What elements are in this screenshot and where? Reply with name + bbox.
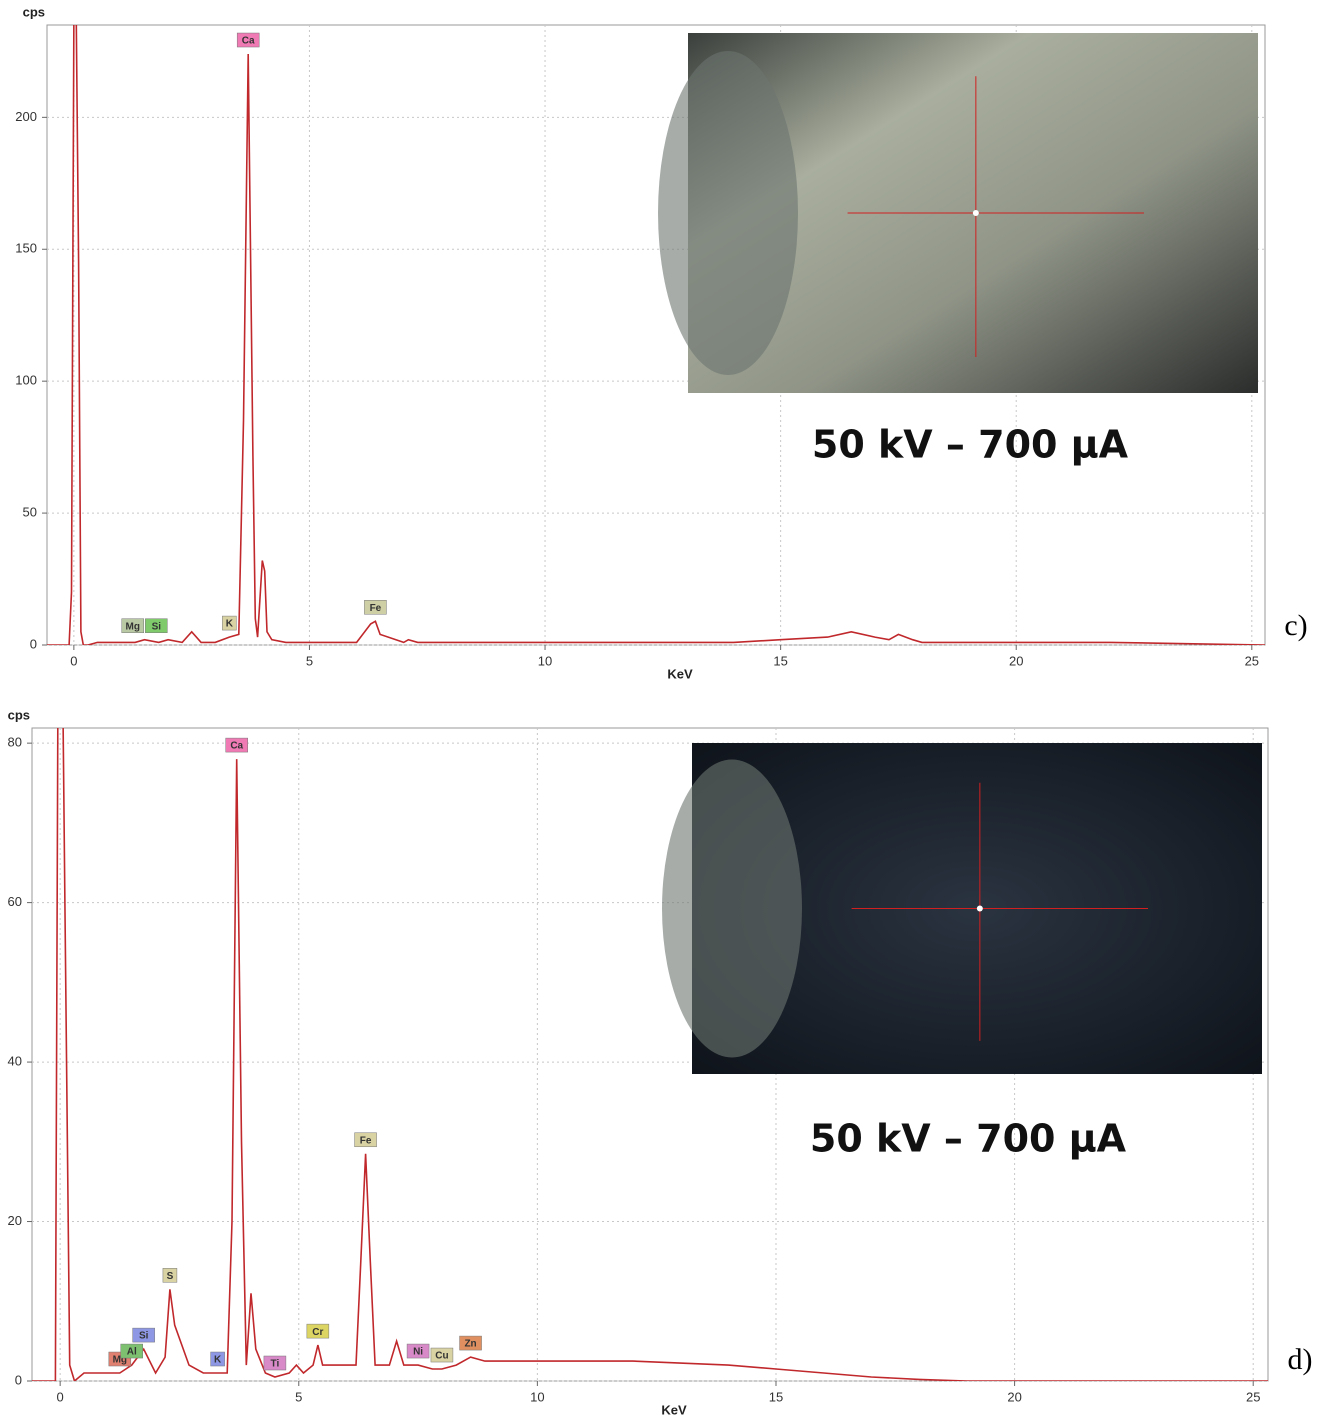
peak-label: Si — [152, 621, 162, 632]
x-tick-label: 15 — [769, 1389, 783, 1404]
y-tick-label: 50 — [23, 505, 37, 520]
y-tick-label: 100 — [15, 373, 37, 388]
y-tick-label: 0 — [15, 1372, 22, 1387]
inset-caption: 50 kV – 700 µA — [812, 423, 1129, 467]
peak-label: Cr — [312, 1327, 323, 1338]
y-tick-label: 20 — [8, 1213, 22, 1228]
inset-lens — [658, 51, 798, 375]
peak-label: Ti — [271, 1359, 280, 1370]
x-tick-label: 20 — [1007, 1389, 1021, 1404]
y-axis-label: cps — [8, 707, 30, 722]
x-tick-label: 5 — [295, 1389, 302, 1404]
peak-label: Ni — [413, 1347, 423, 1358]
y-tick-label: 200 — [15, 109, 37, 124]
peak-label: K — [226, 619, 234, 630]
x-tick-label: 10 — [530, 1389, 544, 1404]
peak-label: K — [214, 1355, 222, 1366]
peak-label: Cu — [435, 1351, 448, 1362]
x-tick-label: 0 — [70, 653, 77, 668]
peak-label: Fe — [360, 1135, 372, 1146]
x-tick-label: 25 — [1245, 653, 1259, 668]
x-axis-label: KeV — [661, 1402, 687, 1417]
x-tick-label: 5 — [306, 653, 313, 668]
peak-label: Si — [139, 1331, 149, 1342]
x-tick-label: 10 — [538, 653, 552, 668]
y-tick-label: 80 — [8, 735, 22, 750]
inset-lens — [662, 760, 802, 1058]
peak-label: Al — [127, 1347, 137, 1358]
panel-label: d) — [1288, 1343, 1313, 1376]
x-axis-label: KeV — [667, 666, 693, 681]
inset-caption: 50 kV – 700 µA — [810, 1117, 1127, 1161]
peak-label: Fe — [370, 603, 382, 614]
x-tick-label: 20 — [1009, 653, 1023, 668]
crosshair-dot — [977, 906, 983, 912]
x-tick-label: 0 — [57, 1389, 64, 1404]
y-tick-label: 40 — [8, 1054, 22, 1069]
panel-label: c) — [1284, 609, 1307, 642]
y-axis-label: cps — [23, 4, 45, 19]
y-tick-label: 60 — [8, 894, 22, 909]
peak-label: Ca — [230, 741, 243, 752]
x-tick-label: 25 — [1246, 1389, 1260, 1404]
y-tick-label: 0 — [30, 636, 37, 651]
figure: 0501001502000510152025cpsKeV50 kV – 700 … — [0, 0, 1332, 1420]
y-tick-label: 150 — [15, 241, 37, 256]
peak-label: S — [167, 1271, 174, 1282]
x-tick-label: 15 — [773, 653, 787, 668]
peak-label: Zn — [464, 1339, 476, 1350]
peak-label: Ca — [242, 36, 255, 47]
peak-label: Mg — [126, 621, 140, 632]
crosshair-dot — [973, 210, 979, 216]
